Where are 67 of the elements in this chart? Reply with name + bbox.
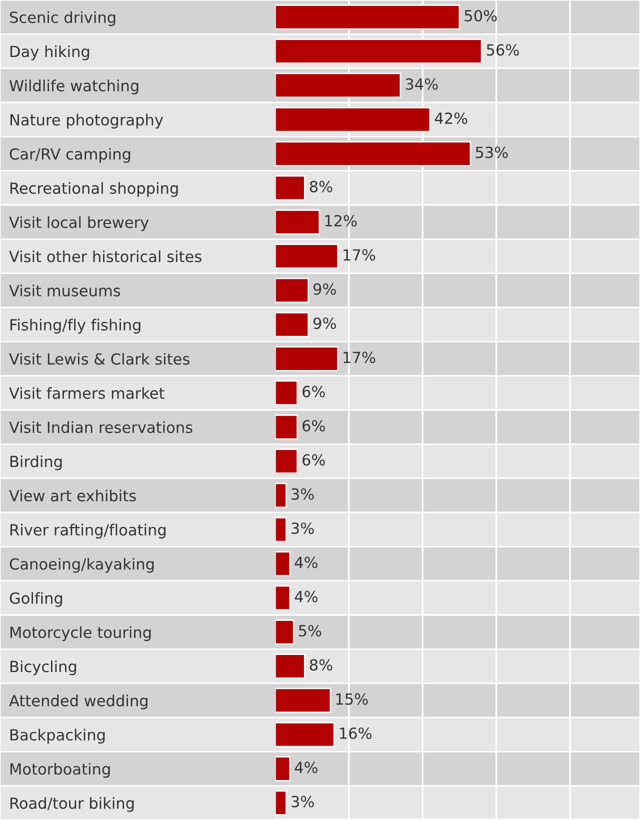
bar: [275, 722, 335, 748]
data-label: 9%: [313, 317, 336, 330]
data-label: 4%: [294, 556, 318, 568]
y-tick-label: Visit museums: [9, 284, 120, 296]
y-tick-label: Nature photography: [10, 114, 164, 129]
bar: [275, 756, 291, 782]
y-tick-label: Recreational shopping: [10, 182, 178, 197]
bar: [275, 516, 287, 542]
bar: [275, 209, 320, 235]
bar: [275, 175, 306, 201]
y-tick-label: Fishing/fly fishing: [10, 318, 140, 334]
y-tick-label: Canoeing/kayaking: [10, 558, 154, 573]
y-tick-label: Birding: [10, 455, 62, 470]
bar: [275, 312, 310, 338]
data-label: 50%: [464, 10, 497, 22]
data-label: 3%: [292, 796, 314, 808]
y-tick-label: Day hiking: [10, 45, 90, 60]
bar: [275, 654, 306, 679]
data-label: 5%: [298, 624, 322, 637]
data-label: 53%: [476, 146, 508, 158]
y-tick-label: Motorboating: [10, 762, 110, 778]
bar: [275, 790, 287, 816]
y-tick-label: Attended wedding: [9, 694, 148, 710]
data-label: 4%: [294, 762, 318, 774]
y-tick-label: Visit local brewery: [9, 216, 149, 232]
data-label: 42%: [434, 112, 468, 124]
data-label: 17%: [344, 352, 376, 364]
bar: [275, 346, 339, 372]
data-label: 8%: [310, 180, 332, 192]
bar: [275, 414, 298, 440]
y-tick-label: Bicycling: [10, 660, 76, 676]
bar: [275, 551, 291, 576]
data-label: 16%: [340, 727, 372, 740]
data-label: 56%: [486, 44, 519, 56]
data-label: 12%: [325, 214, 357, 227]
bar: [275, 448, 298, 474]
bar: [275, 585, 291, 611]
y-tick-label: Visit other historical sites: [9, 250, 202, 262]
data-label: 8%: [310, 659, 332, 671]
bar: [275, 482, 287, 508]
y-tick-label: View art exhibits: [9, 490, 136, 502]
data-label: 15%: [336, 693, 368, 705]
y-tick-label: Car/RV camping: [10, 148, 130, 163]
data-label: 4%: [294, 590, 318, 602]
y-tick-label: Scenic driving: [10, 11, 116, 26]
bar: [275, 244, 339, 269]
bar: [275, 380, 298, 406]
bar: [275, 278, 310, 304]
data-label: 6%: [302, 454, 325, 466]
data-label: 34%: [406, 78, 438, 90]
y-tick-label: Visit farmers market: [9, 387, 164, 399]
bar: [275, 688, 332, 714]
data-label: 6%: [302, 386, 325, 398]
data-label: 17%: [344, 249, 376, 261]
data-label: 3%: [292, 488, 314, 500]
y-tick-label: Golfing: [10, 592, 62, 607]
y-tick-label: Backpacking: [10, 728, 105, 744]
y-tick-label: Wildlife watching: [10, 80, 138, 94]
bar: [275, 619, 294, 645]
y-tick-label: Road/tour biking: [10, 797, 134, 812]
y-tick-label: Motorcycle touring: [10, 626, 151, 642]
data-label: 9%: [313, 283, 336, 295]
data-label: 3%: [292, 522, 314, 534]
y-tick-label: Visit Lewis & Clark sites: [9, 352, 190, 365]
y-tick-label: River rafting/floating: [10, 524, 166, 539]
data-label: 6%: [302, 420, 325, 432]
y-tick-label: Visit Indian reservations: [9, 421, 192, 434]
